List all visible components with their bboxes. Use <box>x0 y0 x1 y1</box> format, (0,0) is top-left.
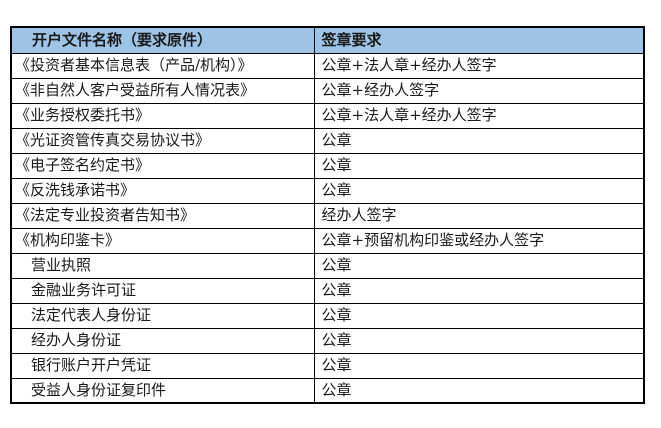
table-row: 《非自然人客户受益所有人情况表》 公章+经办人签字 <box>10 77 645 104</box>
table-row: 《投资者基本信息表（产品/机构）》 公章+法人章+经办人签字 <box>10 52 645 79</box>
table-row: 受益人身份证复印件 公章 <box>10 377 645 404</box>
table-row: 《业务授权委托书》 公章+法人章+经办人签字 <box>10 102 645 129</box>
table-row: 《机构印鉴卡》 公章+预留机构印鉴或经办人签字 <box>10 227 645 254</box>
document-name-cell: 《电子签名约定书》 <box>10 152 315 179</box>
document-name-cell: 《反洗钱承诺书》 <box>10 177 315 204</box>
seal-requirement-cell: 公章+预留机构印鉴或经办人签字 <box>313 227 645 254</box>
seal-requirement-cell: 公章 <box>313 352 645 379</box>
seal-requirement-cell: 公章 <box>313 177 645 204</box>
document-name-cell: 金融业务许可证 <box>10 277 315 304</box>
document-name-cell: 《法定专业投资者告知书》 <box>10 202 315 229</box>
header-document-name: 开户文件名称（要求原件） <box>10 26 315 54</box>
seal-requirement-cell: 公章+法人章+经办人签字 <box>313 102 645 129</box>
table-row: 《反洗钱承诺书》 公章 <box>10 177 645 204</box>
document-name-cell: 银行账户开户凭证 <box>10 352 315 379</box>
document-name-cell: 法定代表人身份证 <box>10 302 315 329</box>
table-row: 法定代表人身份证 公章 <box>10 302 645 329</box>
document-name-cell: 经办人身份证 <box>10 327 315 354</box>
seal-requirement-cell: 公章 <box>313 152 645 179</box>
seal-requirement-cell: 公章+经办人签字 <box>313 77 645 104</box>
table-row: 《光证资管传真交易协议书》 公章 <box>10 127 645 154</box>
document-name-cell: 《业务授权委托书》 <box>10 102 315 129</box>
seal-requirement-cell: 公章 <box>313 302 645 329</box>
account-opening-documents-table: 开户文件名称（要求原件） 签章要求 《投资者基本信息表（产品/机构）》 公章+法人… <box>10 26 645 404</box>
header-row: 开户文件名称（要求原件） 签章要求 <box>10 26 645 54</box>
table-row: 《电子签名约定书》 公章 <box>10 152 645 179</box>
document-name-cell: 《非自然人客户受益所有人情况表》 <box>10 77 315 104</box>
seal-requirement-cell: 公章 <box>313 377 645 404</box>
table-row: 金融业务许可证 公章 <box>10 277 645 304</box>
document-name-cell: 《机构印鉴卡》 <box>10 227 315 254</box>
document-name-cell: 《投资者基本信息表（产品/机构）》 <box>10 52 315 79</box>
seal-requirement-cell: 经办人签字 <box>313 202 645 229</box>
document-name-cell: 受益人身份证复印件 <box>10 377 315 404</box>
table-row: 银行账户开户凭证 公章 <box>10 352 645 379</box>
table-row: 营业执照 公章 <box>10 252 645 279</box>
table-row: 《法定专业投资者告知书》 经办人签字 <box>10 202 645 229</box>
header-seal-requirement: 签章要求 <box>313 26 645 54</box>
table-body: 《投资者基本信息表（产品/机构）》 公章+法人章+经办人签字 《非自然人客户受益所有… <box>10 52 645 404</box>
table-row: 经办人身份证 公章 <box>10 327 645 354</box>
document-name-cell: 《光证资管传真交易协议书》 <box>10 127 315 154</box>
seal-requirement-cell: 公章 <box>313 127 645 154</box>
seal-requirement-cell: 公章 <box>313 327 645 354</box>
seal-requirement-cell: 公章 <box>313 252 645 279</box>
document-name-cell: 营业执照 <box>10 252 315 279</box>
seal-requirement-cell: 公章 <box>313 277 645 304</box>
seal-requirement-cell: 公章+法人章+经办人签字 <box>313 52 645 79</box>
